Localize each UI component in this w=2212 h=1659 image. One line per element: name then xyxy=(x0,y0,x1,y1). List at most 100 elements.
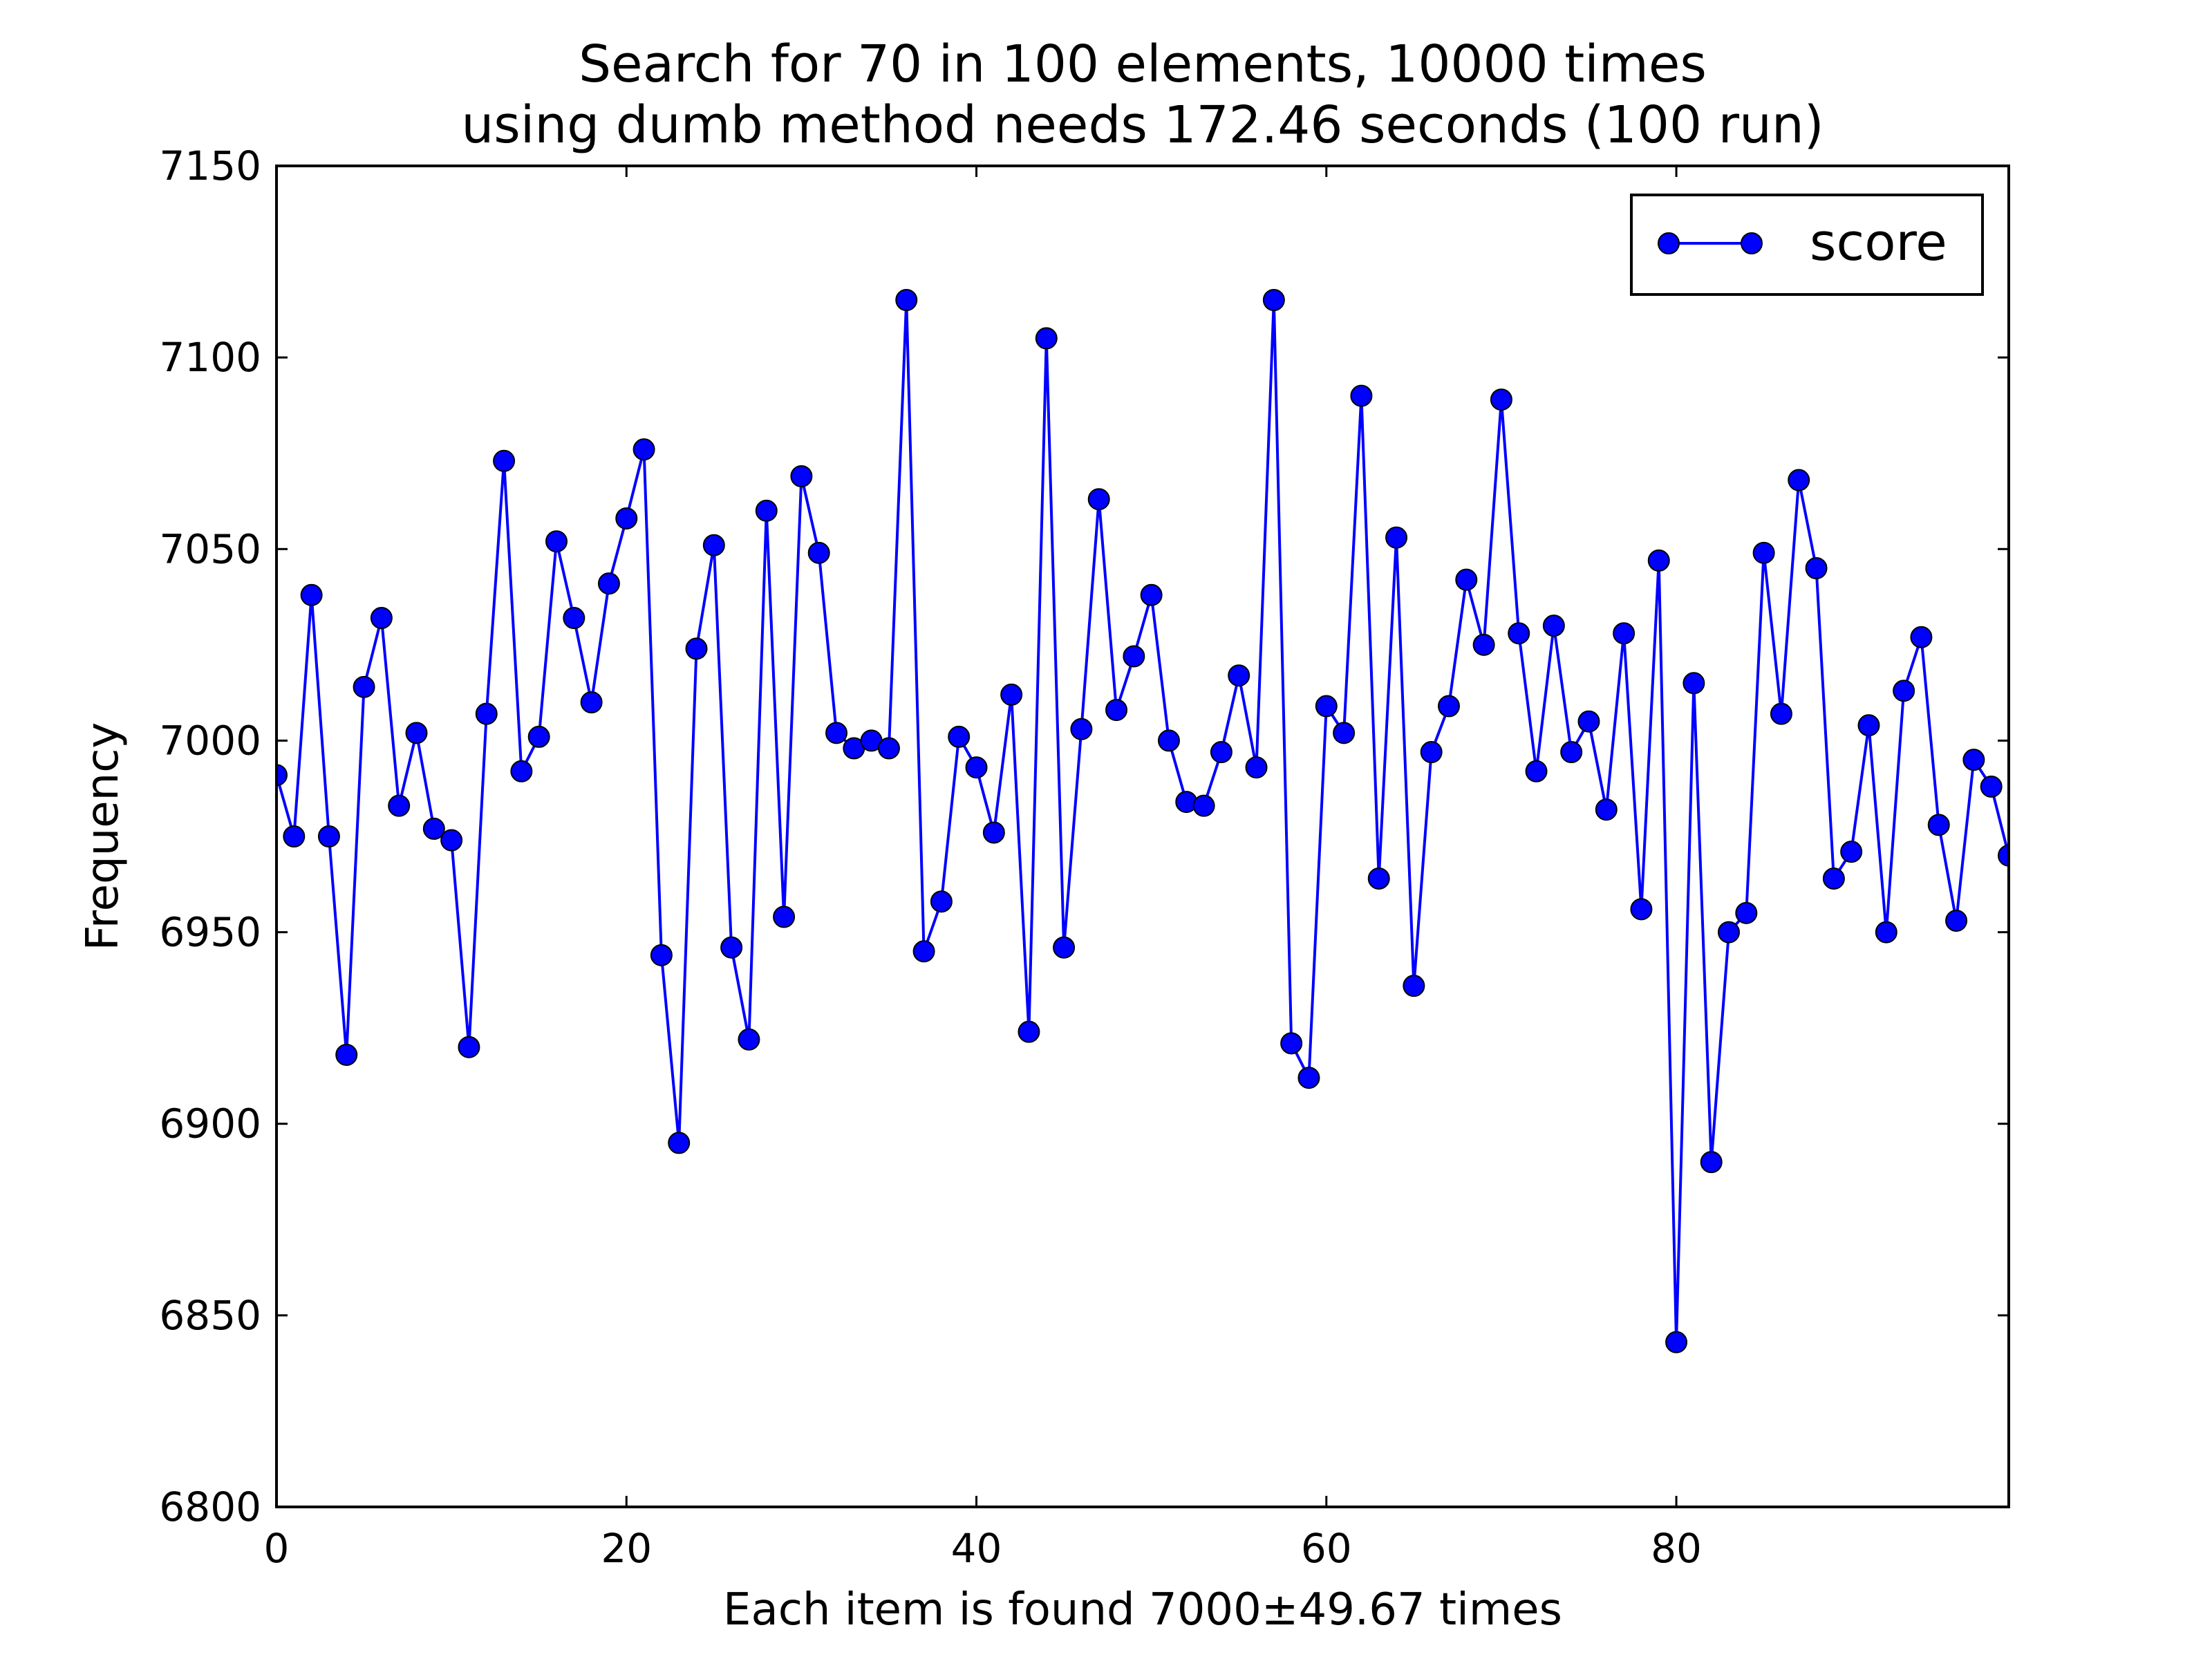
x-tick-label: 80 xyxy=(1651,1525,1702,1572)
data-point xyxy=(1525,760,1548,782)
data-point xyxy=(1613,622,1635,645)
data-point xyxy=(1035,327,1058,350)
data-point xyxy=(1542,615,1565,637)
data-point xyxy=(1210,741,1232,764)
data-point xyxy=(877,737,900,760)
data-point xyxy=(668,1132,691,1154)
data-point xyxy=(1472,633,1495,656)
data-point xyxy=(1490,388,1512,411)
data-point xyxy=(1735,901,1758,924)
data-point xyxy=(1245,756,1268,779)
data-point xyxy=(738,1028,760,1051)
data-point xyxy=(1910,626,1933,648)
data-point xyxy=(1857,714,1880,737)
x-tick-label: 60 xyxy=(1301,1525,1352,1572)
data-point xyxy=(1665,1331,1688,1353)
data-point xyxy=(1717,921,1740,944)
plot-frame xyxy=(275,165,2010,1508)
data-point xyxy=(1788,469,1810,491)
data-point xyxy=(930,890,953,913)
data-point xyxy=(545,530,568,553)
data-point xyxy=(1700,1151,1723,1174)
data-point xyxy=(1053,936,1076,959)
data-point xyxy=(563,607,585,630)
data-point xyxy=(1805,557,1828,579)
data-point xyxy=(1350,384,1373,407)
x-tick-label: 0 xyxy=(264,1525,290,1572)
data-point xyxy=(405,722,428,744)
data-point xyxy=(1647,549,1670,572)
data-point xyxy=(1228,664,1250,687)
data-point xyxy=(1157,729,1180,752)
data-point xyxy=(1893,679,1915,702)
data-point xyxy=(527,725,550,748)
data-point xyxy=(1280,1032,1303,1055)
data-point xyxy=(1105,699,1128,722)
chart-title: Search for 70 in 100 elements, 10000 tim… xyxy=(579,35,1707,94)
data-point xyxy=(597,572,620,595)
data-point xyxy=(1000,683,1023,706)
data-point xyxy=(353,675,375,698)
data-point xyxy=(335,1043,358,1066)
data-point xyxy=(895,289,918,311)
tick-labels: 0 20 40 60 80 6800 6850 6900 6950 7000 7050 7100 715… xyxy=(159,142,1702,1572)
data-point xyxy=(283,825,306,847)
data-point xyxy=(1087,488,1110,511)
data-point xyxy=(650,944,673,966)
data-point xyxy=(1630,898,1653,921)
data-point xyxy=(1018,1020,1040,1043)
y-tick-label: 7050 xyxy=(159,525,261,572)
data-point xyxy=(912,940,935,963)
data-point xyxy=(276,764,288,787)
data-point xyxy=(1595,798,1618,821)
data-point xyxy=(790,465,813,487)
y-axis-label: Frequency xyxy=(77,722,129,951)
data-point xyxy=(1875,921,1897,944)
data-point xyxy=(458,1035,480,1058)
y-tick-label: 7100 xyxy=(159,334,261,381)
data-point xyxy=(388,794,411,817)
x-tick-label: 40 xyxy=(951,1525,1002,1572)
data-point xyxy=(510,760,533,782)
series-markers-score xyxy=(276,289,2009,1353)
legend-marker xyxy=(1658,232,1680,254)
data-point xyxy=(370,607,393,630)
y-tick-label: 6850 xyxy=(159,1292,261,1339)
data-point xyxy=(1367,867,1390,890)
data-point xyxy=(1560,741,1583,764)
y-tick-label: 6950 xyxy=(159,909,261,956)
data-point xyxy=(580,691,603,713)
data-point xyxy=(1962,749,1985,771)
data-point xyxy=(1297,1067,1320,1089)
data-point xyxy=(300,583,323,606)
data-point xyxy=(1192,794,1215,817)
data-point xyxy=(1123,645,1145,668)
data-point xyxy=(440,829,463,852)
data-point xyxy=(1927,814,1950,836)
data-point xyxy=(1980,775,2003,798)
data-point xyxy=(1385,526,1408,549)
plot-area xyxy=(276,166,2009,1507)
data-point xyxy=(632,438,655,461)
chart-subtitle: using dumb method needs 172.46 seconds (… xyxy=(461,95,1824,155)
data-point xyxy=(475,702,498,725)
legend-label-score: score xyxy=(1810,213,1947,272)
data-point xyxy=(1315,695,1338,718)
data-point xyxy=(982,821,1005,844)
x-axis-label: Each item is found 7000±49.67 times xyxy=(723,1584,1562,1635)
data-point xyxy=(1420,741,1443,764)
data-point xyxy=(685,637,708,660)
y-tick-label: 7150 xyxy=(159,142,261,189)
y-tick-label: 6900 xyxy=(159,1100,261,1147)
data-point xyxy=(1577,710,1600,733)
y-tick-label: 6800 xyxy=(159,1483,261,1530)
data-point xyxy=(702,534,725,556)
data-point xyxy=(1508,622,1530,645)
y-tick-label: 7000 xyxy=(159,717,261,764)
data-point xyxy=(807,541,830,564)
data-point xyxy=(1752,541,1775,564)
data-point xyxy=(1945,909,1968,932)
legend: score xyxy=(1630,194,1984,296)
data-point xyxy=(1683,672,1705,695)
